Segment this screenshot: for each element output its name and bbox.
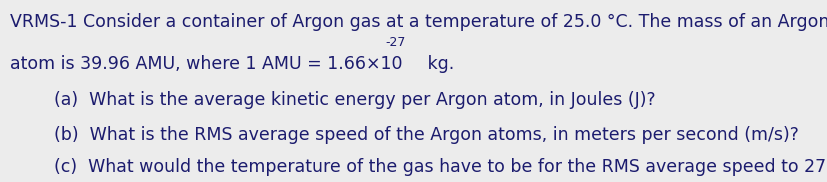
Text: (b)  What is the RMS average speed of the Argon atoms, in meters per second (m/s: (b) What is the RMS average speed of the…: [10, 126, 798, 144]
Text: (a)  What is the average kinetic energy per Argon atom, in Joules (J)?: (a) What is the average kinetic energy p…: [10, 91, 655, 109]
Text: atom is 39.96 AMU, where 1 AMU = 1.66×10: atom is 39.96 AMU, where 1 AMU = 1.66×10: [10, 55, 402, 73]
Text: (c)  What would the temperature of the gas have to be for the RMS average speed : (c) What would the temperature of the ga…: [10, 158, 827, 176]
Text: kg.: kg.: [422, 55, 454, 73]
Text: -27: -27: [385, 36, 405, 49]
Text: VRMS-1 Consider a container of Argon gas at a temperature of 25.0 °C. The mass o: VRMS-1 Consider a container of Argon gas…: [10, 13, 827, 31]
